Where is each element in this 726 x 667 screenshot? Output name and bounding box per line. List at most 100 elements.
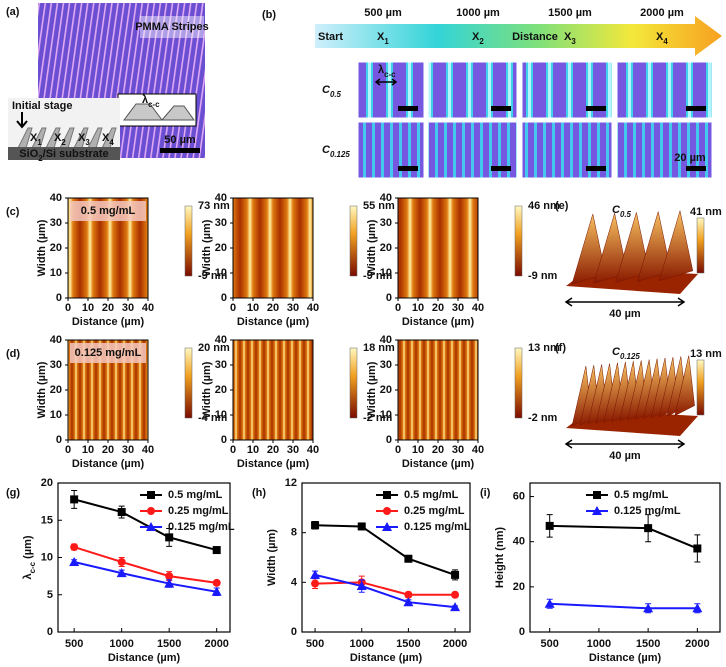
afm-map [233, 340, 313, 440]
colorbar-min: -2 nm [363, 412, 393, 424]
position-marker-sub: 1 [384, 37, 389, 46]
colorbar-max: 41 nm [690, 206, 722, 218]
scale-bar [491, 106, 511, 111]
scale-bar [686, 166, 706, 171]
colorbar-min: -9 nm [363, 270, 393, 282]
colorbar-max: 13 nm [690, 348, 722, 360]
scale-bar [491, 166, 511, 171]
point [310, 569, 321, 579]
inset-ridge [123, 103, 163, 121]
x-tick-label: 40 [142, 444, 154, 456]
point [212, 546, 221, 555]
colorbar [184, 205, 193, 277]
x-tick-label: 0 [230, 302, 236, 314]
point [70, 495, 79, 504]
concentration-box [70, 201, 146, 221]
x-tick-label: 40 [472, 302, 484, 314]
position-marker-sub: 1 [37, 138, 42, 147]
concentration-box [70, 343, 146, 363]
x-tick-label: 20 [432, 302, 444, 314]
axis-label: Distance [512, 31, 558, 43]
substrate [8, 147, 120, 160]
colorbar-min: -4 nm [198, 412, 228, 424]
x-tick-label: 1500 [396, 638, 420, 650]
scale-bar-label: 20 µm [674, 152, 706, 164]
scale-bar [686, 106, 706, 111]
position-label: 1000 µm [456, 7, 500, 19]
x-tick-label: 0 [230, 444, 236, 456]
colorbar-max: 13 nm [528, 342, 560, 354]
position-marker-main: X [472, 31, 480, 43]
concentration-label: 0.5 mg/mL [81, 205, 136, 217]
lambda-label: λc-c [378, 64, 396, 79]
x-tick-label: 2000 [685, 638, 709, 650]
y-tick-label: 40 [513, 536, 525, 548]
legend-marker [592, 506, 602, 515]
legend-label: 0.125 mg/mL [614, 505, 681, 517]
panel-label: (i) [480, 487, 491, 499]
colorbar-max: 46 nm [528, 200, 560, 212]
y-tick-label: 12 [285, 477, 297, 489]
plot-frame [301, 482, 471, 633]
point [164, 578, 175, 588]
title-box [140, 16, 204, 38]
y-tick-label: 40 [215, 192, 227, 204]
substrate-label-main: SiO [19, 148, 38, 160]
y-axis-label-main: λ [22, 573, 34, 579]
surface-ridge [658, 210, 694, 282]
substrate-label: SiO2/Si substrate [19, 148, 108, 163]
y-tick-label: 0 [386, 434, 392, 446]
y-tick-label: 0 [221, 292, 227, 304]
x-tick-label: 20 [267, 302, 279, 314]
sample-label: C0.125 [612, 346, 640, 361]
panel-label: (b) [262, 9, 276, 21]
y-tick-label: 10 [41, 552, 53, 564]
row-label: C0.125 [322, 144, 350, 159]
position-marker: X4 [656, 31, 668, 46]
y-tick-label: 40 [50, 192, 62, 204]
lambda-arrow [374, 78, 398, 86]
position-marker: X3 [78, 132, 90, 147]
x-tick-label: 40 [142, 302, 154, 314]
y-axis-label: Width (µm) [36, 219, 48, 276]
position-marker-sub: 2 [479, 37, 484, 46]
x-axis-label: Distance (µm) [350, 652, 423, 664]
x-tick-label: 30 [287, 302, 299, 314]
legend-label: 0.25 mg/mL [404, 505, 465, 517]
colorbar [696, 359, 705, 416]
y-tick-label: 10 [50, 267, 62, 279]
x-tick-label: 30 [122, 302, 134, 314]
y-tick-label: 20 [513, 581, 525, 593]
surface-ridge [674, 355, 695, 417]
y-axis-label: Width (µm) [266, 529, 278, 586]
panel-label: (g) [6, 487, 20, 499]
afm-frame [232, 197, 314, 299]
point [165, 533, 174, 542]
x-axis-label: Distance (µm) [72, 458, 145, 470]
position-marker-sub: 4 [109, 138, 114, 147]
y-tick-label: 0 [221, 434, 227, 446]
y-axis-label: Width (µm) [201, 361, 213, 418]
start-label: Start [318, 31, 343, 43]
row-label-main: C [322, 144, 331, 156]
width-arrow [564, 439, 686, 449]
x-axis-label: Distance (µm) [72, 316, 145, 328]
width-label: 40 µm [609, 450, 641, 462]
afm-frame [397, 339, 479, 441]
lambda-label-sub: c-c [384, 70, 396, 79]
x-tick-label: 2000 [443, 638, 467, 650]
x-tick-label: 20 [432, 444, 444, 456]
colorbar [514, 347, 523, 419]
x-tick-label: 40 [307, 302, 319, 314]
y-tick-label: 5 [47, 589, 53, 601]
position-marker-main: X [656, 31, 664, 43]
width-label: 40 µm [609, 308, 641, 320]
x-axis-label: Distance (µm) [237, 458, 310, 470]
position-marker-sub: 3 [571, 37, 576, 46]
point [116, 568, 127, 578]
series-line [549, 602, 698, 610]
series-line [314, 573, 456, 609]
row-label-sub: 0.5 [330, 90, 342, 99]
y-tick-label: 10 [380, 409, 392, 421]
legend-marker [383, 491, 391, 499]
